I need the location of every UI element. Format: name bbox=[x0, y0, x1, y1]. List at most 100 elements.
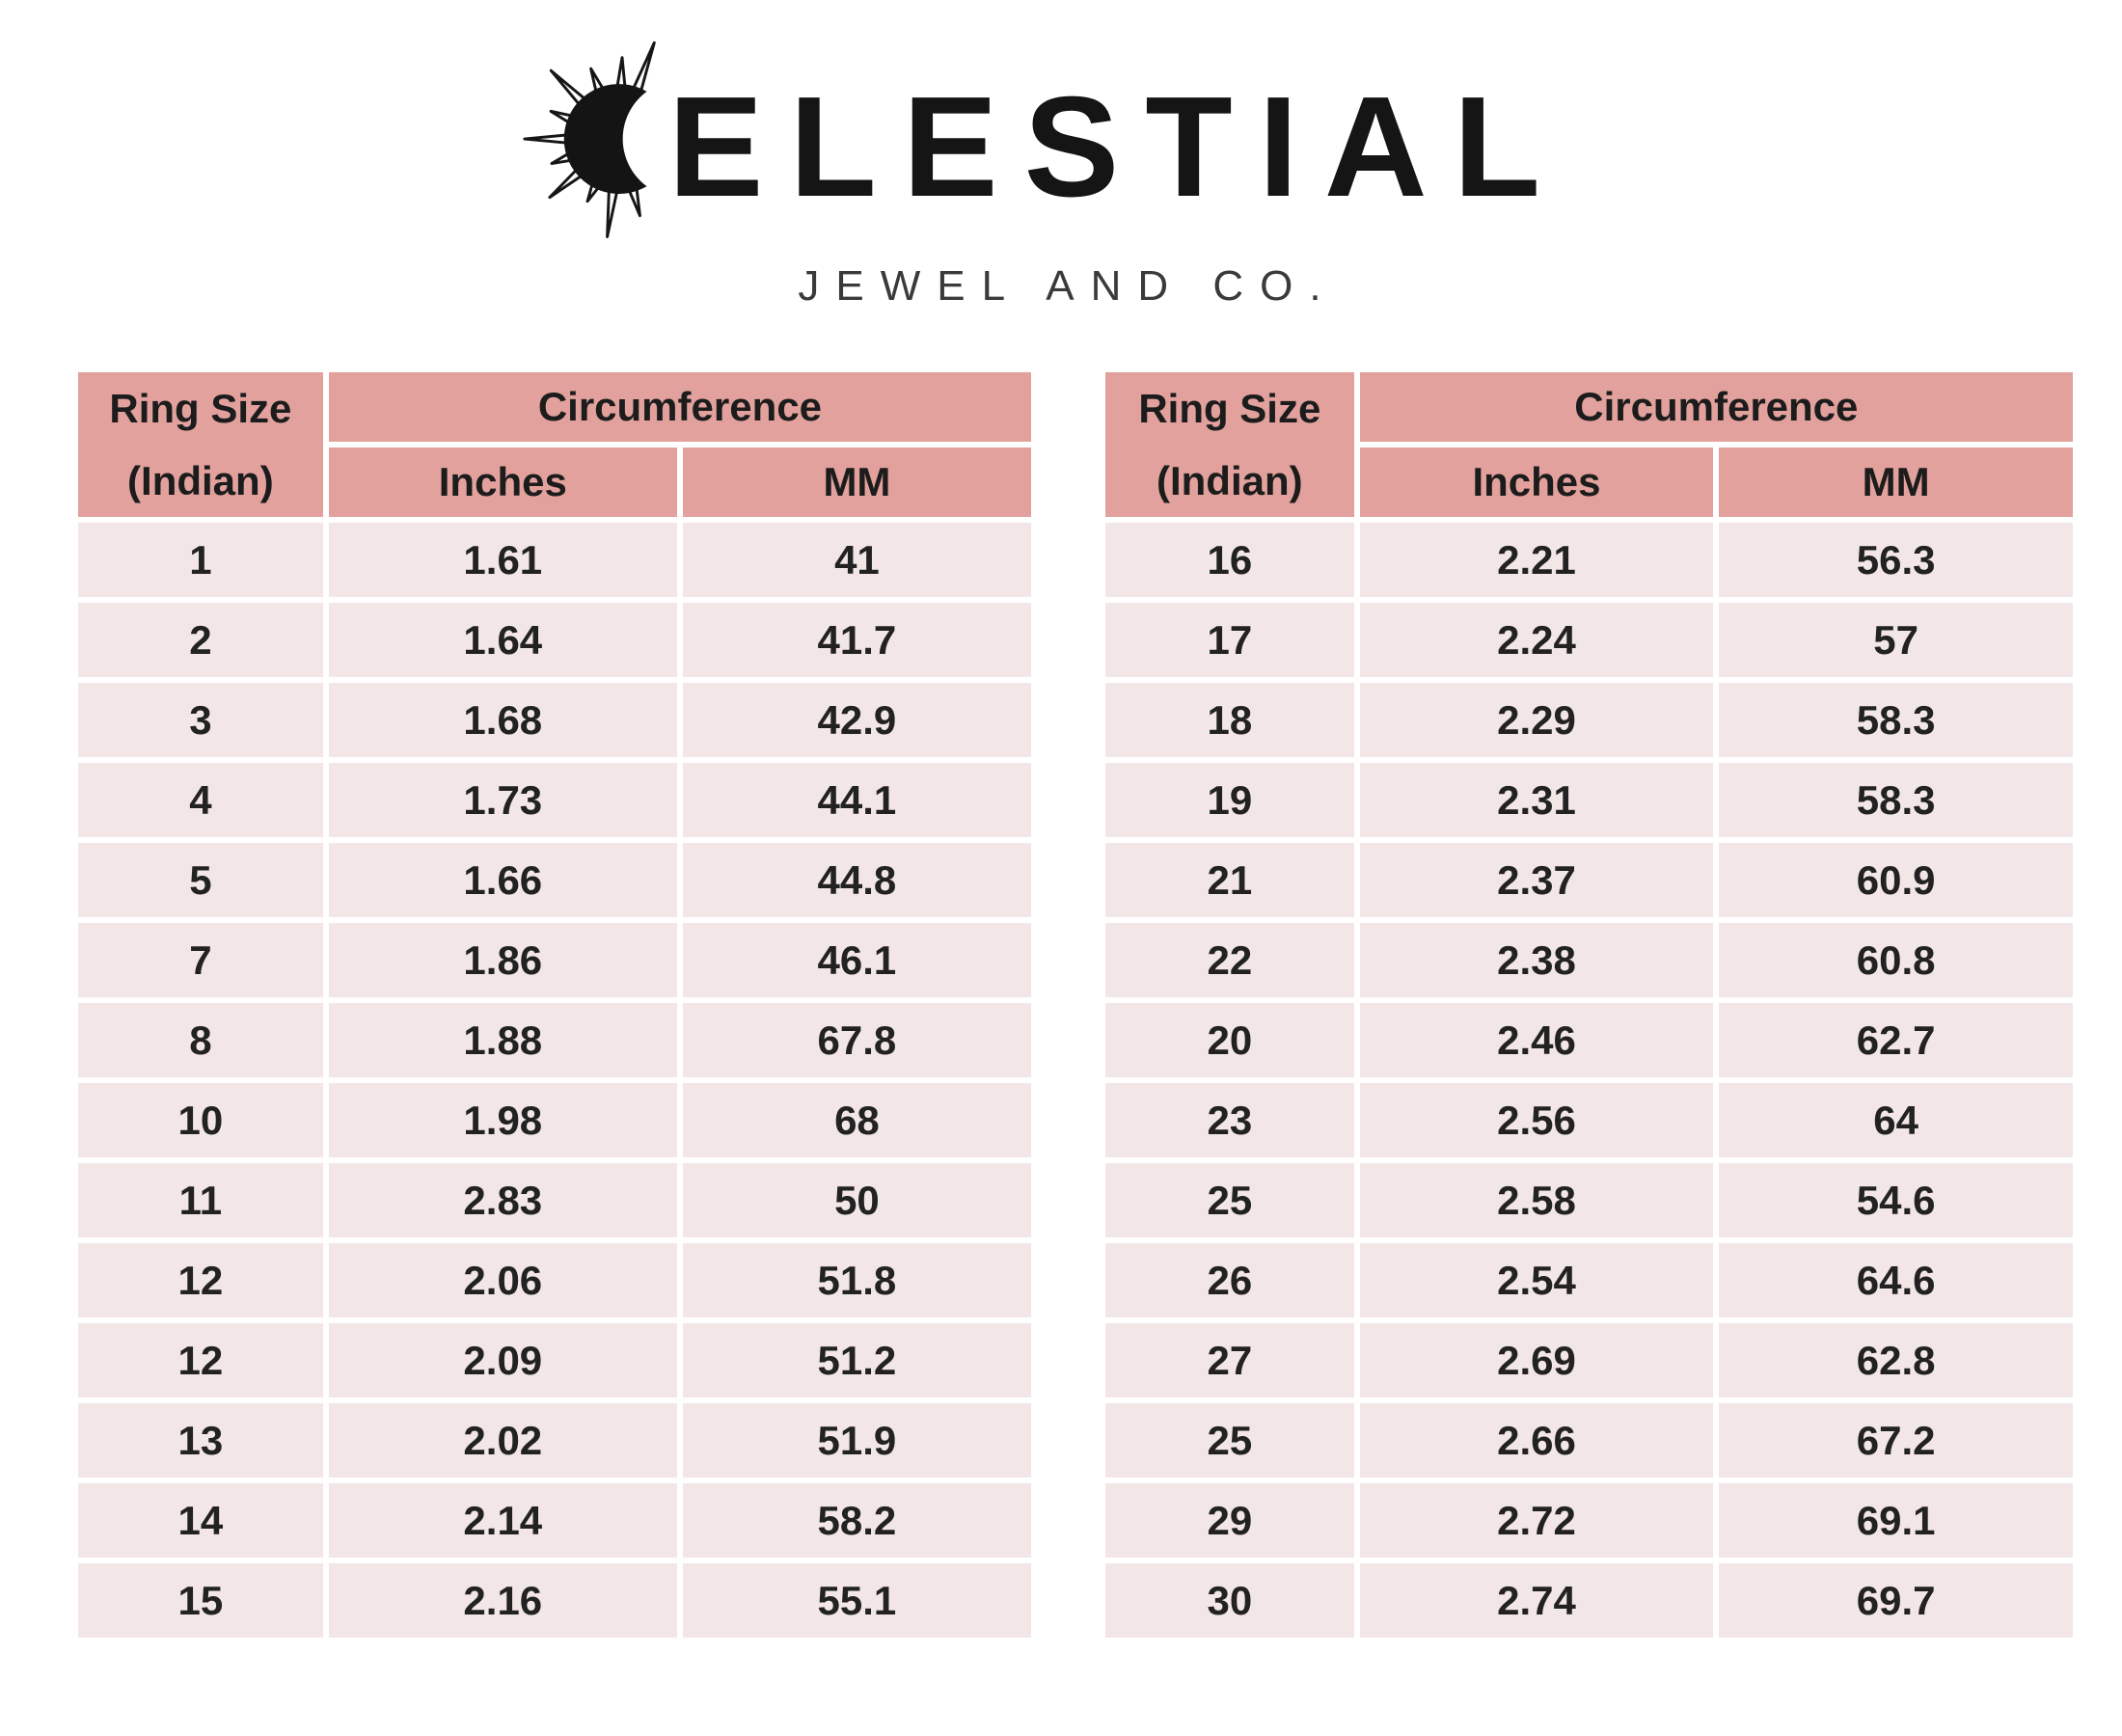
table-cell: 1.86 bbox=[328, 923, 677, 997]
header-inches: Inches bbox=[1359, 448, 1714, 517]
table-row: 23 2.56 64 bbox=[1105, 1083, 2073, 1157]
table-row: 15 2.16 55.1 bbox=[78, 1563, 1031, 1638]
table-row: 21 2.37 60.9 bbox=[1105, 843, 2073, 917]
header-ring-size-line2: (Indian) bbox=[127, 457, 274, 503]
table-row: 12 2.09 51.2 bbox=[78, 1323, 1031, 1397]
brand-wordmark-row: ELESTIAL bbox=[517, 41, 1566, 247]
size-tables-container: Ring Size (Indian) Circumference Inches … bbox=[0, 366, 2122, 1643]
table-row: 17 2.24 57 bbox=[1105, 603, 2073, 677]
table-cell: 2.38 bbox=[1359, 923, 1714, 997]
table-cell: 56.3 bbox=[1719, 523, 2073, 597]
table-cell: 58.2 bbox=[682, 1483, 1031, 1558]
table-cell: 64 bbox=[1719, 1083, 2073, 1157]
header-ring-size-line1: Ring Size bbox=[109, 385, 292, 431]
table-cell: 58.3 bbox=[1719, 763, 2073, 837]
table-row: 11 2.83 50 bbox=[78, 1163, 1031, 1237]
brand-name: ELESTIAL bbox=[667, 68, 1567, 227]
table-cell: 22 bbox=[1105, 923, 1354, 997]
table-cell: 2.21 bbox=[1359, 523, 1714, 597]
table-cell: 50 bbox=[682, 1163, 1031, 1237]
table-cell: 46.1 bbox=[682, 923, 1031, 997]
header-mm: MM bbox=[1719, 448, 2073, 517]
table-cell: 67.8 bbox=[682, 1003, 1031, 1077]
table-cell: 5 bbox=[78, 843, 323, 917]
table-cell: 2 bbox=[78, 603, 323, 677]
table-cell: 19 bbox=[1105, 763, 1354, 837]
table-row: 3 1.68 42.9 bbox=[78, 683, 1031, 757]
table-cell: 2.74 bbox=[1359, 1563, 1714, 1638]
table-cell: 2.29 bbox=[1359, 683, 1714, 757]
table-cell: 27 bbox=[1105, 1323, 1354, 1397]
table-cell: 13 bbox=[78, 1403, 323, 1478]
table-cell: 15 bbox=[78, 1563, 323, 1638]
table-row: 12 2.06 51.8 bbox=[78, 1243, 1031, 1317]
table-cell: 42.9 bbox=[682, 683, 1031, 757]
table-cell: 1.64 bbox=[328, 603, 677, 677]
table-cell: 2.09 bbox=[328, 1323, 677, 1397]
table-cell: 55.1 bbox=[682, 1563, 1031, 1638]
table-cell: 26 bbox=[1105, 1243, 1354, 1317]
table-cell: 69.1 bbox=[1719, 1483, 2073, 1558]
header-circumference: Circumference bbox=[328, 372, 1031, 442]
table-row: 20 2.46 62.7 bbox=[1105, 1003, 2073, 1077]
table-cell: 2.54 bbox=[1359, 1243, 1714, 1317]
table-cell: 2.58 bbox=[1359, 1163, 1714, 1237]
ring-size-table-right: Ring Size (Indian) Circumference Inches … bbox=[1100, 366, 2079, 1643]
table-cell: 11 bbox=[78, 1163, 323, 1237]
table-cell: 51.8 bbox=[682, 1243, 1031, 1317]
table-cell: 2.72 bbox=[1359, 1483, 1714, 1558]
table-header: Ring Size (Indian) Circumference Inches … bbox=[78, 372, 1031, 517]
table-row: 26 2.54 64.6 bbox=[1105, 1243, 2073, 1317]
table-cell: 51.2 bbox=[682, 1323, 1031, 1397]
table-cell: 12 bbox=[78, 1243, 323, 1317]
table-row: 29 2.72 69.1 bbox=[1105, 1483, 2073, 1558]
table-cell: 2.56 bbox=[1359, 1083, 1714, 1157]
table-cell: 1 bbox=[78, 523, 323, 597]
header-circumference: Circumference bbox=[1359, 372, 2073, 442]
header-mm: MM bbox=[682, 448, 1031, 517]
table-row: 25 2.58 54.6 bbox=[1105, 1163, 2073, 1237]
table-cell: 60.8 bbox=[1719, 923, 2073, 997]
table-cell: 64.6 bbox=[1719, 1243, 2073, 1317]
table-row: 8 1.88 67.8 bbox=[78, 1003, 1031, 1077]
brand-tagline: JEWEL AND CO. bbox=[798, 262, 1338, 310]
table-cell: 62.7 bbox=[1719, 1003, 2073, 1077]
table-row: 2 1.64 41.7 bbox=[78, 603, 1031, 677]
table-cell: 10 bbox=[78, 1083, 323, 1157]
table-cell: 67.2 bbox=[1719, 1403, 2073, 1478]
table-cell: 57 bbox=[1719, 603, 2073, 677]
table-cell: 1.61 bbox=[328, 523, 677, 597]
table-cell: 1.68 bbox=[328, 683, 677, 757]
table-cell: 20 bbox=[1105, 1003, 1354, 1077]
table-cell: 1.88 bbox=[328, 1003, 677, 1077]
table-cell: 68 bbox=[682, 1083, 1031, 1157]
table-cell: 25 bbox=[1105, 1403, 1354, 1478]
header-ring-size-line1: Ring Size bbox=[1138, 385, 1321, 431]
table-cell: 1.66 bbox=[328, 843, 677, 917]
table-row: 19 2.31 58.3 bbox=[1105, 763, 2073, 837]
crescent-sun-icon bbox=[517, 41, 668, 247]
table-body-left: 1 1.61 41 2 1.64 41.7 3 1.68 42.9 4 1.73 44.1 5 1.66 4… bbox=[78, 523, 1031, 1638]
table-cell: 44.1 bbox=[682, 763, 1031, 837]
header-inches: Inches bbox=[328, 448, 677, 517]
table-row: 16 2.21 56.3 bbox=[1105, 523, 2073, 597]
table-cell: 44.8 bbox=[682, 843, 1031, 917]
table-cell: 12 bbox=[78, 1323, 323, 1397]
table-cell: 18 bbox=[1105, 683, 1354, 757]
table-row: 14 2.14 58.2 bbox=[78, 1483, 1031, 1558]
table-row: 5 1.66 44.8 bbox=[78, 843, 1031, 917]
table-cell: 51.9 bbox=[682, 1403, 1031, 1478]
table-cell: 2.69 bbox=[1359, 1323, 1714, 1397]
header-ring-size: Ring Size (Indian) bbox=[1105, 372, 1354, 517]
table-cell: 2.16 bbox=[328, 1563, 677, 1638]
table-cell: 2.31 bbox=[1359, 763, 1714, 837]
table-row: 22 2.38 60.8 bbox=[1105, 923, 2073, 997]
table-cell: 1.73 bbox=[328, 763, 677, 837]
table-cell: 21 bbox=[1105, 843, 1354, 917]
table-cell: 2.46 bbox=[1359, 1003, 1714, 1077]
table-row: 10 1.98 68 bbox=[78, 1083, 1031, 1157]
table-cell: 60.9 bbox=[1719, 843, 2073, 917]
table-cell: 58.3 bbox=[1719, 683, 2073, 757]
table-cell: 2.83 bbox=[328, 1163, 677, 1237]
table-cell: 8 bbox=[78, 1003, 323, 1077]
